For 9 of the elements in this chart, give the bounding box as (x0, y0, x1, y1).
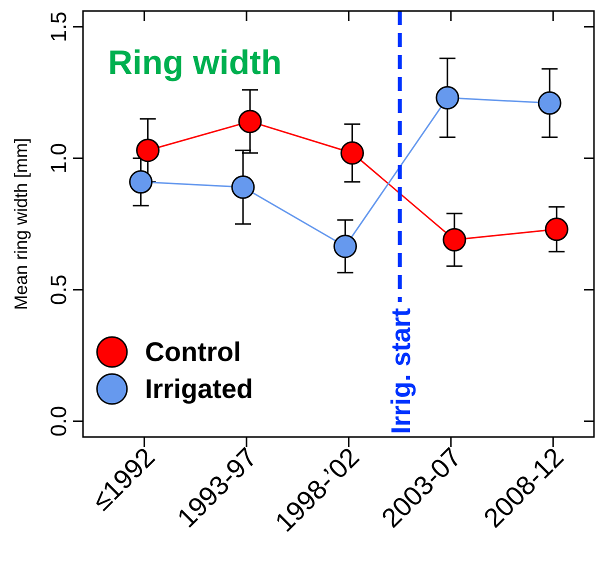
y-tick-label: 0.0 (46, 406, 71, 437)
y-axis-title: Mean ring width [mm] (11, 138, 31, 310)
legend-label: Control (145, 337, 241, 367)
text: Ring width (108, 44, 282, 82)
annotation: Irrig. start (386, 308, 416, 434)
y-tick-label: 1.0 (46, 142, 71, 174)
y-tick-label: 0.5 (46, 274, 71, 306)
y-tick-label: 1.5 (46, 11, 71, 42)
legend-label: Irrigated (145, 374, 254, 404)
